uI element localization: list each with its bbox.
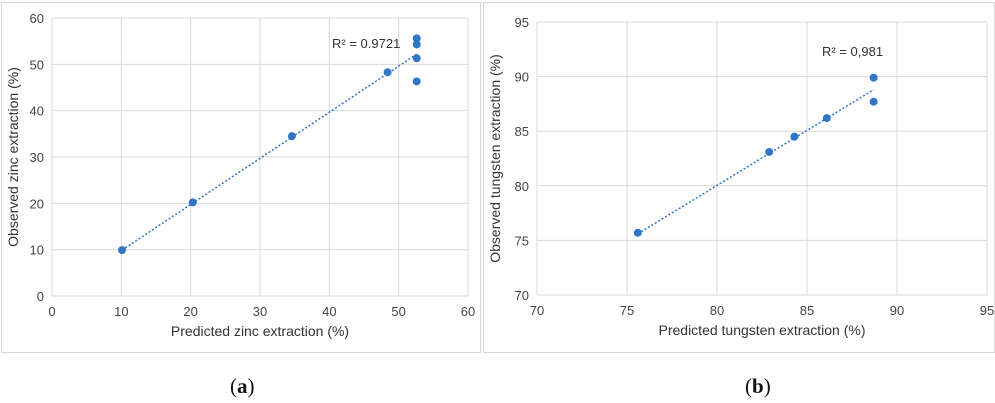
y-axis-title: Observed zinc extraction (%) xyxy=(5,67,21,247)
data-point xyxy=(412,77,421,86)
x-tick-label: 90 xyxy=(890,303,904,318)
y-tick-label: 60 xyxy=(30,11,44,26)
chart-panel-a: 0 10 20 30 40 50 60 0 10 20 30 40 50 60 R² = 0.9721 Pre… xyxy=(0,0,481,403)
data-point xyxy=(412,34,421,43)
y-tick-label: 80 xyxy=(515,179,529,194)
panel-label-b: (b) xyxy=(745,374,771,398)
data-point xyxy=(118,246,127,255)
trendline xyxy=(121,53,418,251)
x-tick-label: 0 xyxy=(48,304,55,319)
x-tick-label: 70 xyxy=(530,303,544,318)
data-point xyxy=(822,114,831,123)
y-tick-label: 85 xyxy=(515,124,529,139)
y-tick-label: 95 xyxy=(515,15,529,30)
data-point xyxy=(765,147,774,156)
chart-frame-a xyxy=(1,2,481,353)
y-tick-label: 30 xyxy=(30,150,44,165)
x-tick-label: 10 xyxy=(114,304,128,319)
x-tick-label: 60 xyxy=(461,304,475,319)
y-tick-label: 75 xyxy=(515,233,529,248)
x-tick-label: 50 xyxy=(391,304,405,319)
data-point xyxy=(383,68,392,77)
data-point xyxy=(188,198,197,207)
data-point xyxy=(869,73,878,82)
y-tick-label: 0 xyxy=(37,289,44,304)
y-tick-label: 40 xyxy=(30,104,44,119)
y-tick-label: 20 xyxy=(30,196,44,211)
r-squared-annotation: R² = 0.9721 xyxy=(332,36,400,51)
x-tick-label: 40 xyxy=(322,304,336,319)
tungsten-scatter-chart: 70 75 80 85 90 95 70 75 80 85 90 95 R² = 0,981 Predic… xyxy=(487,15,994,338)
zinc-scatter-chart: 0 10 20 30 40 50 60 0 10 20 30 40 50 60 R² = 0.9721 Pre… xyxy=(5,11,475,339)
x-axis-title: Predicted tungsten extraction (%) xyxy=(659,322,866,338)
x-tick-label: 95 xyxy=(980,303,994,318)
data-point xyxy=(633,228,642,237)
data-point xyxy=(287,132,296,141)
y-tick-label: 50 xyxy=(30,57,44,72)
x-axis-title: Predicted zinc extraction (%) xyxy=(171,323,349,339)
data-point xyxy=(412,40,421,49)
panel-label-a: (a) xyxy=(230,374,255,398)
y-tick-label: 10 xyxy=(30,243,44,258)
data-point xyxy=(790,132,799,141)
x-tick-label: 85 xyxy=(800,303,814,318)
r-squared-annotation: R² = 0,981 xyxy=(822,44,883,59)
chart-panel-b: 70 75 80 85 90 95 70 75 80 85 90 95 R² = 0,981 Predic… xyxy=(482,0,995,403)
x-tick-label: 80 xyxy=(710,303,724,318)
data-point xyxy=(869,97,878,106)
x-tick-label: 30 xyxy=(253,304,267,319)
y-tick-label: 70 xyxy=(515,288,529,303)
data-point xyxy=(412,54,421,63)
trendline xyxy=(637,89,874,235)
x-tick-label: 75 xyxy=(620,303,634,318)
y-tick-label: 90 xyxy=(515,70,529,85)
y-axis-title: Observed tungsten extraction (%) xyxy=(487,54,503,263)
x-tick-label: 20 xyxy=(183,304,197,319)
